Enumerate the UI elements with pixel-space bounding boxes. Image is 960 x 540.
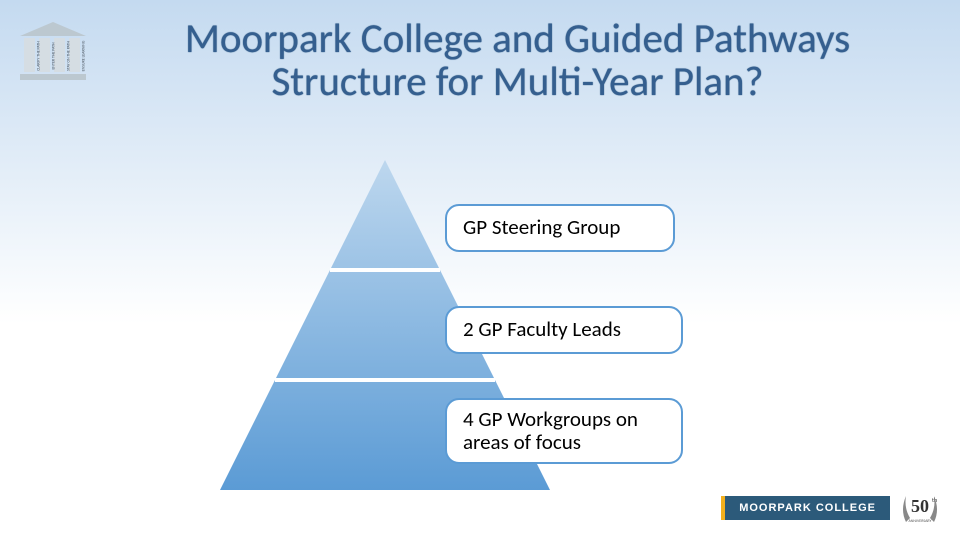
pillar-text-4: ENSURE LEARNING [82, 40, 87, 71]
level-box-2: 4 GP Workgroups on areas of focus [445, 398, 683, 464]
pillar-text-3: STAY ON THE PATH [67, 41, 72, 71]
pillar-text-2: ENTER THE PATH [52, 42, 57, 70]
pillars-icon: CLARIFY THE PATH ENTER THE PATH STAY ON … [18, 22, 88, 82]
slide-title: Moorpark College and Guided Pathways Str… [95, 18, 940, 104]
pillar-text-1: CLARIFY THE PATH [37, 41, 42, 71]
title-line-1: Moorpark College and Guided Pathways [95, 18, 940, 61]
level-label-0: GP Steering Group [463, 216, 620, 239]
base-shape [20, 74, 86, 80]
anniversary-badge: 50 th ANNIVERSARY [898, 488, 942, 528]
level-box-1: 2 GP Faculty Leads [445, 306, 683, 354]
pillar-1 [24, 38, 35, 72]
footer-logo: MOORPARK COLLEGE 50 th ANNIVERSARY [721, 488, 942, 528]
college-badge: MOORPARK COLLEGE [721, 496, 890, 520]
title-line-2: Structure for Multi-Year Plan? [95, 61, 940, 104]
anniversary-number: 50 [911, 496, 929, 516]
level-box-0: GP Steering Group [445, 204, 675, 252]
level-label-1: 2 GP Faculty Leads [463, 318, 621, 341]
roof-shape [20, 22, 86, 36]
anniversary-suffix: th [932, 496, 937, 504]
level-label-2: 4 GP Workgroups on areas of focus [463, 408, 665, 454]
anniversary-sub: ANNIVERSARY [908, 519, 931, 524]
